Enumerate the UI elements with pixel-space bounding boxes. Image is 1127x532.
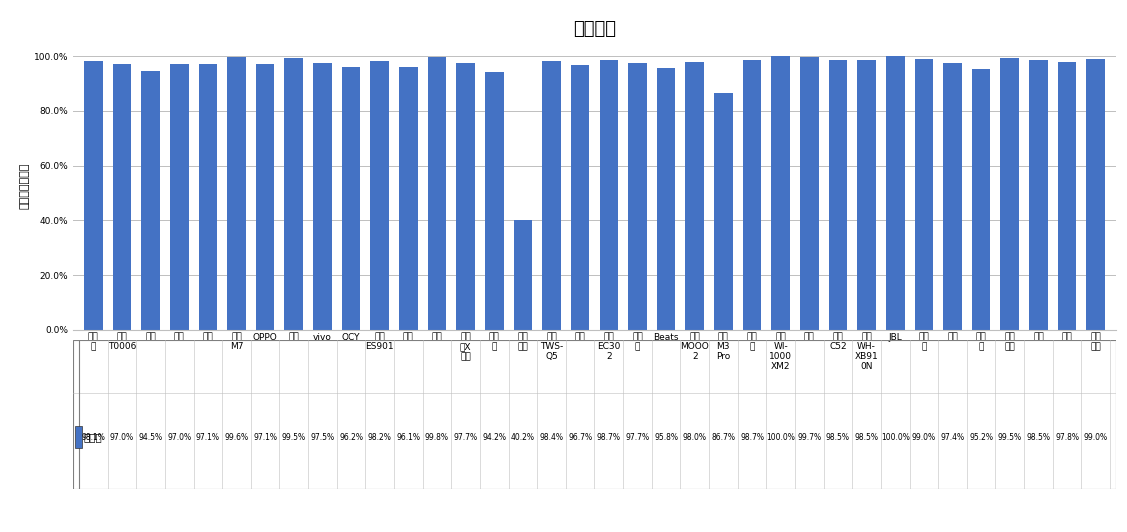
Text: 97.1%: 97.1%: [254, 433, 277, 442]
Bar: [341, 66, 361, 330]
Bar: [313, 63, 331, 330]
Text: 97.8%: 97.8%: [1055, 433, 1079, 442]
Bar: [943, 63, 961, 330]
Text: 98.7%: 98.7%: [597, 433, 621, 442]
Bar: [800, 57, 818, 330]
Text: 98.7%: 98.7%: [740, 433, 764, 442]
Text: 99.5%: 99.5%: [282, 433, 305, 442]
Text: 99.0%: 99.0%: [1084, 433, 1108, 442]
Text: 98.5%: 98.5%: [1027, 433, 1050, 442]
Bar: [228, 57, 246, 330]
Text: 100.0%: 100.0%: [766, 433, 795, 442]
Bar: [914, 59, 933, 330]
Text: 97.5%: 97.5%: [310, 433, 335, 442]
Text: 97.4%: 97.4%: [940, 433, 965, 442]
Bar: [1001, 57, 1019, 330]
Bar: [628, 63, 647, 330]
Text: 正确率: 正确率: [83, 433, 103, 442]
Bar: [85, 61, 103, 330]
Text: 97.0%: 97.0%: [167, 433, 192, 442]
Bar: [771, 56, 790, 330]
Bar: [427, 57, 446, 330]
Text: 86.7%: 86.7%: [711, 433, 736, 442]
Text: 94.5%: 94.5%: [139, 433, 162, 442]
Bar: [828, 60, 848, 330]
Bar: [514, 220, 532, 330]
Bar: [571, 65, 589, 330]
Text: 95.8%: 95.8%: [654, 433, 678, 442]
Bar: [743, 60, 762, 330]
Text: 98.4%: 98.4%: [540, 433, 564, 442]
Bar: [399, 67, 418, 330]
Text: 97.7%: 97.7%: [453, 433, 478, 442]
Y-axis label: 主观测试正确率: 主观测试正确率: [20, 163, 29, 210]
Text: 98.1%: 98.1%: [81, 433, 105, 442]
Text: 40.2%: 40.2%: [511, 433, 535, 442]
Bar: [371, 61, 389, 330]
Bar: [141, 71, 160, 330]
Bar: [170, 64, 188, 330]
Bar: [198, 64, 218, 330]
Text: 99.6%: 99.6%: [224, 433, 249, 442]
Text: 97.1%: 97.1%: [196, 433, 220, 442]
Bar: [657, 68, 675, 330]
Text: 94.2%: 94.2%: [482, 433, 506, 442]
Bar: [542, 61, 561, 330]
Text: 97.7%: 97.7%: [625, 433, 649, 442]
Bar: [284, 57, 303, 330]
Text: 99.7%: 99.7%: [797, 433, 822, 442]
Bar: [971, 69, 991, 330]
Text: 96.7%: 96.7%: [568, 433, 592, 442]
Text: 99.5%: 99.5%: [997, 433, 1022, 442]
Bar: [600, 60, 618, 330]
Text: 100.0%: 100.0%: [881, 433, 909, 442]
Text: 98.2%: 98.2%: [367, 433, 392, 442]
Bar: [256, 64, 275, 330]
Text: 98.0%: 98.0%: [683, 433, 707, 442]
Bar: [1029, 60, 1048, 330]
Title: 通话降噪: 通话降噪: [573, 20, 616, 38]
Bar: [74, 426, 82, 448]
Text: 97.0%: 97.0%: [109, 433, 134, 442]
Text: 98.5%: 98.5%: [854, 433, 879, 442]
Bar: [113, 64, 131, 330]
Text: 99.0%: 99.0%: [912, 433, 935, 442]
Bar: [1086, 59, 1104, 330]
Text: 96.2%: 96.2%: [339, 433, 363, 442]
Bar: [485, 72, 504, 330]
Text: 96.1%: 96.1%: [397, 433, 420, 442]
Bar: [456, 63, 474, 330]
Bar: [715, 93, 733, 330]
Text: 95.2%: 95.2%: [969, 433, 993, 442]
Bar: [1058, 62, 1076, 330]
Bar: [886, 56, 905, 330]
Bar: [685, 62, 704, 330]
Text: 99.8%: 99.8%: [425, 433, 449, 442]
Bar: [858, 60, 876, 330]
Text: 98.5%: 98.5%: [826, 433, 850, 442]
